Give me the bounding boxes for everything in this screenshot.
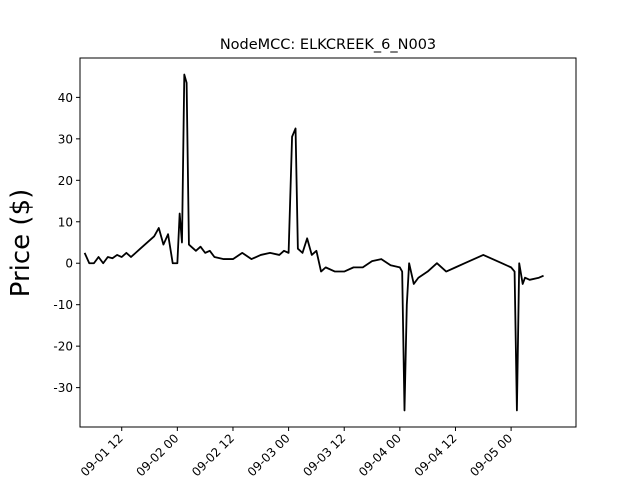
y-tick-label: 30 <box>58 132 73 146</box>
chart-title: NodeMCC: ELKCREEK_6_N003 <box>220 37 436 53</box>
series-line-0 <box>83 73 544 412</box>
y-tick-label: -10 <box>53 298 73 312</box>
axes-frame <box>79 57 577 428</box>
y-tick-label: 10 <box>58 215 73 229</box>
y-tick-label: -20 <box>53 340 73 354</box>
y-tick-label: 0 <box>65 257 73 271</box>
y-tick-label: 40 <box>58 91 73 105</box>
y-tick-label: 20 <box>58 174 73 188</box>
y-tick-label: -30 <box>53 381 73 395</box>
y-axis-label: Price ($) <box>6 189 36 298</box>
